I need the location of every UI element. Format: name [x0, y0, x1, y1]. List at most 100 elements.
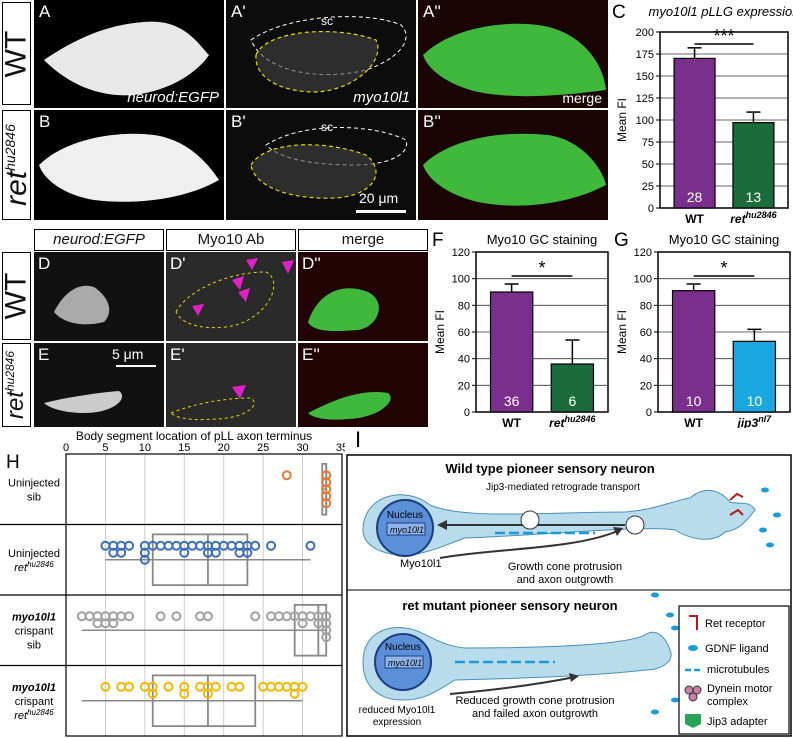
label-sc-b: sc	[321, 120, 333, 134]
col-header-neurod: neurod:EGFP	[34, 229, 164, 251]
data-point	[273, 681, 284, 692]
svg-text:and axon outgrowth: and axon outgrowth	[517, 574, 614, 586]
n-label: 10	[747, 393, 763, 409]
x-tick-label: 5	[102, 442, 108, 454]
scale-label-20: 20 μm	[359, 190, 399, 206]
y-tick-label: 120	[452, 247, 470, 259]
title-ret: ret mutant pioneer sensory neuron	[402, 598, 617, 613]
row-label-wt-mid: WT	[0, 252, 33, 340]
y-tick-label: 80	[458, 300, 470, 312]
chart-title: myo10l1 pLLG expression	[648, 4, 793, 19]
panel-letter-i: I	[355, 430, 361, 452]
data-point	[179, 688, 190, 699]
data-point	[84, 611, 95, 622]
data-point	[195, 611, 206, 622]
data-point	[187, 540, 198, 551]
panel-letter: F	[432, 230, 444, 251]
svg-text:myo10l1: myo10l1	[390, 525, 424, 535]
panel-letter-b2: B''	[423, 112, 441, 131]
label-jip3-transport: Jip3-mediated retrograde transport	[486, 482, 640, 493]
micrograph-e2: E''	[298, 343, 428, 427]
arrowheads-d1	[175, 258, 294, 329]
y-tick-label: 0	[464, 407, 470, 419]
svg-text:myo10l1: myo10l1	[388, 658, 422, 668]
iqr-box	[293, 603, 328, 657]
x-tick-label: jip3nl7	[736, 414, 773, 428]
svg-text:and failed axon outgrowth: and failed axon outgrowth	[472, 708, 598, 720]
svg-text:expression: expression	[373, 717, 421, 728]
data-point	[210, 681, 221, 692]
micrograph-a1: A' sc myo10l1	[226, 0, 416, 108]
data-point	[124, 681, 135, 692]
title-wt: Wild type pioneer sensory neuron	[445, 461, 654, 476]
y-tick-label: 40	[458, 354, 470, 366]
data-point	[281, 681, 292, 692]
y-tick-label: 75	[642, 137, 654, 149]
panel-letter-e: E	[38, 345, 50, 364]
y-tick-label: 200	[636, 27, 654, 39]
data-point	[226, 540, 237, 551]
data-point	[147, 688, 158, 699]
y-tick-label: 80	[640, 300, 652, 312]
panel-letter-b1: B'	[231, 112, 246, 131]
y-tick-label: 125	[636, 93, 654, 105]
micrograph-d1: D'	[166, 252, 296, 341]
data-point	[297, 681, 308, 692]
bar-WT	[489, 291, 534, 413]
y-tick-label: 50	[642, 159, 654, 171]
plot-frame	[657, 251, 791, 413]
svg-text:complex: complex	[707, 696, 748, 708]
y-tick-label: 175	[636, 49, 654, 61]
data-point	[171, 611, 182, 622]
group-label: rethu2846	[14, 559, 54, 574]
panel-letter-a: A	[39, 2, 51, 21]
x-tick-label: 10	[139, 442, 151, 454]
y-axis-label: Mean FI	[433, 310, 447, 354]
y-tick-label: 150	[636, 71, 654, 83]
merge-shape-a2	[423, 23, 606, 97]
micrograph-b2: B''	[418, 110, 608, 220]
x-tick-label: WT	[502, 416, 521, 428]
micrograph-d2: D''	[298, 252, 428, 341]
panel-letter-b: B	[39, 112, 51, 131]
bar-ret-hu2846	[732, 122, 775, 209]
row-label-wt-top: WT	[0, 2, 33, 105]
n-label: 6	[568, 393, 576, 409]
panel-letter: G	[614, 230, 629, 251]
micrograph-a: A neurod:EGFP	[34, 0, 224, 108]
bar-chart-f: F Myo10 GC staining 0 20 40 60 80 100 120 Mean FI…	[432, 230, 609, 428]
data-point	[266, 540, 277, 551]
data-point	[195, 540, 206, 551]
data-point	[305, 540, 316, 551]
y-tick-label: 60	[458, 327, 470, 339]
chart-title: Body segment location of pLL axon termin…	[76, 430, 312, 443]
y-tick-label: 0	[646, 407, 652, 419]
data-point	[281, 470, 292, 481]
plot-frame	[475, 251, 609, 413]
col-header-myo10ab: Myo10 Ab	[166, 229, 296, 251]
micrograph-a2: A'' merge	[418, 0, 608, 108]
data-point	[266, 681, 277, 692]
group-label: sib	[27, 639, 41, 651]
group-label: myo10l1	[12, 611, 56, 623]
scale-bar-20	[356, 210, 406, 213]
row-label-ret-mid: rethu2846	[2, 343, 31, 427]
y-tick-label: 100	[452, 274, 470, 286]
x-tick-label: 20	[218, 442, 230, 454]
scale-bar-5	[116, 365, 156, 367]
n-label: 28	[687, 189, 703, 205]
panel-letter-a2: A''	[423, 2, 441, 21]
x-tick-label: 0	[63, 442, 69, 454]
label-sc-a: sc	[321, 14, 333, 28]
panel-letter-d: D	[38, 254, 51, 273]
panel-letter-e2: E''	[302, 345, 320, 364]
y-axis-label: Mean FI	[615, 98, 629, 142]
iqr-box	[151, 533, 249, 587]
data-point	[281, 611, 292, 622]
group-label: crispant	[15, 625, 54, 637]
speckle-a1	[250, 16, 407, 93]
bar-ret-hu2846	[550, 363, 595, 413]
scatter-chart-h: H Body segment location of pLL axon termi…	[0, 430, 345, 737]
data-point	[108, 618, 119, 629]
y-tick-label: 60	[640, 327, 652, 339]
